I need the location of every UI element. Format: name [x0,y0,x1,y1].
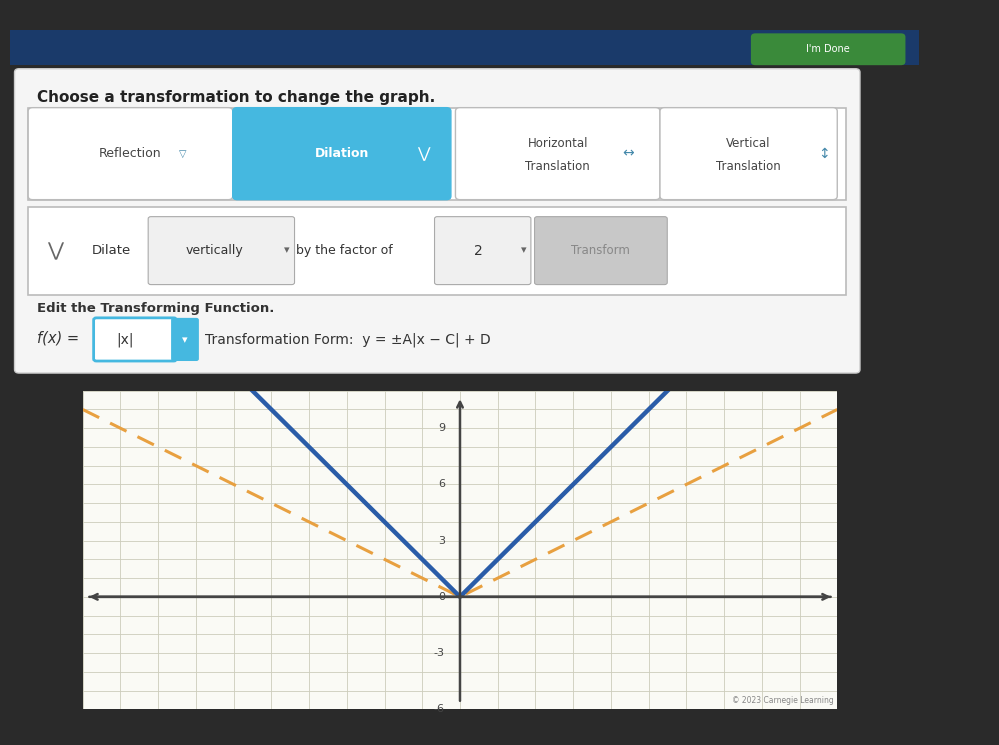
Text: ↔: ↔ [622,147,634,161]
Text: Choose a transformation to change the graph.: Choose a transformation to change the gr… [37,90,436,105]
Text: ▽: ▽ [179,149,187,159]
Text: Edit the Transforming Function.: Edit the Transforming Function. [37,302,275,315]
Text: Horizontal: Horizontal [527,137,588,150]
FancyBboxPatch shape [94,318,177,361]
Text: -3: -3 [434,648,445,658]
FancyBboxPatch shape [172,319,198,361]
Text: I'm Done: I'm Done [806,44,850,54]
Text: f(x) =: f(x) = [37,330,79,345]
Text: ⋁: ⋁ [47,241,64,260]
FancyBboxPatch shape [15,69,860,373]
Text: -6: -6 [434,704,445,714]
Text: Translation: Translation [716,160,781,173]
Text: © 2023 Carnegie Learning: © 2023 Carnegie Learning [731,697,833,706]
Text: |x|: |x| [117,332,134,347]
Text: ⋁: ⋁ [418,146,430,161]
Text: 3: 3 [438,536,445,545]
Text: 0: 0 [438,592,445,602]
Text: Vertical: Vertical [726,137,771,150]
FancyBboxPatch shape [233,108,451,200]
Text: vertically: vertically [186,244,244,257]
Text: Translation: Translation [525,160,590,173]
FancyBboxPatch shape [10,30,919,66]
Text: Transform: Transform [571,244,630,257]
Text: ↕: ↕ [818,147,829,161]
FancyBboxPatch shape [28,108,846,200]
FancyBboxPatch shape [660,108,837,200]
FancyBboxPatch shape [534,217,667,285]
Text: 2: 2 [474,244,483,258]
Text: Transformation Form:  y = ±A|x − C| + D: Transformation Form: y = ±A|x − C| + D [206,332,492,347]
FancyBboxPatch shape [28,108,233,200]
Text: ▾: ▾ [285,246,290,256]
Text: by the factor of: by the factor of [297,244,393,257]
Text: ▾: ▾ [182,335,188,345]
FancyBboxPatch shape [148,217,295,285]
Text: Reflection: Reflection [99,148,162,160]
Text: ▾: ▾ [520,246,526,256]
FancyBboxPatch shape [751,34,905,66]
Text: 6: 6 [438,480,445,489]
Text: Dilation: Dilation [315,148,369,160]
Text: 9: 9 [438,423,445,434]
FancyBboxPatch shape [456,108,660,200]
Text: Dilate: Dilate [92,244,131,257]
FancyBboxPatch shape [28,207,846,295]
FancyBboxPatch shape [435,217,530,285]
